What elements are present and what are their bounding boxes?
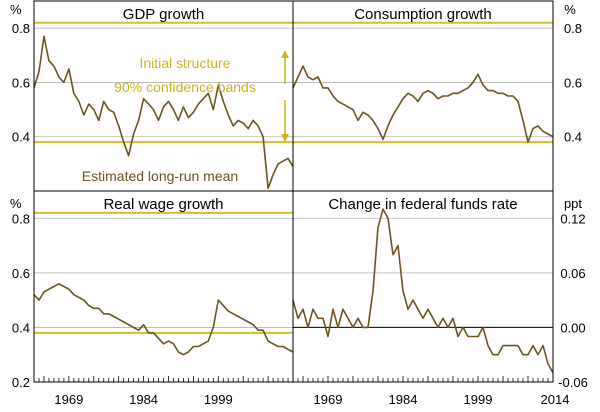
x-tick-label: 1999 [204,392,233,407]
panel-2: 0.4 0.6 0.8 Consumption growth [292,6,582,145]
y-tick-label: 0.8 [12,211,30,226]
y-tick-label: 0.4 [564,130,582,145]
y-tick-label: -0.06 [558,375,588,390]
right-unit-top: % [564,2,576,17]
left-unit-bottom: % [10,196,22,211]
y-tick-label: 0.12 [560,211,585,226]
y-tick-label: 0.8 [12,21,30,36]
up-arrow-head [281,50,289,58]
x-tick-label: 1999 [464,392,493,407]
band-annotation-line-1: Initial structure [139,55,230,71]
y-tick-label: 0.6 [12,75,30,90]
panel-title: GDP growth [123,6,204,23]
y-tick-label: 0.2 [12,375,30,390]
series-line-gdp-growth [33,35,294,190]
down-arrow-head [281,134,289,142]
series-line-real-wage-growth [33,283,294,356]
panel-4: -0.06 0.00 0.06 0.12 Change in federal funds… [292,196,588,390]
panel-title: Change in federal funds rate [328,196,517,213]
right-unit-bottom: ppt [564,196,582,211]
y-tick-label: 0.8 [564,21,582,36]
mean-annotation: Estimated long-run mean [82,168,238,184]
x-tick-label: 1984 [389,392,418,407]
y-tick-label: 0.6 [12,266,30,281]
panel-1: 0.4 0.6 0.8 GDP growth Initial structure 90% … [12,6,294,190]
y-tick-label: 0.06 [560,266,585,281]
series-line-change-in-federal-funds-rate [292,208,554,374]
band-annotation-line-2: 90% confidence bands [114,79,256,95]
panel-3: 0.2 0.4 0.6 0.8 Real wage growth [12,196,294,390]
x-tick-label: 1969 [314,392,343,407]
panel-title: Real wage growth [103,196,223,213]
x-tick-label: 1984 [129,392,158,407]
y-tick-label: 0.6 [564,75,582,90]
panel-title: Consumption growth [354,6,492,23]
y-tick-label: 0.4 [12,320,30,335]
y-tick-label: 0.4 [12,130,30,145]
left-unit-top: % [10,2,22,17]
y-tick-label: 0.00 [560,320,585,335]
x-tick-label: 2014 [541,392,570,407]
x-tick-label: 1969 [54,392,83,407]
series-line-consumption-growth [292,65,554,143]
